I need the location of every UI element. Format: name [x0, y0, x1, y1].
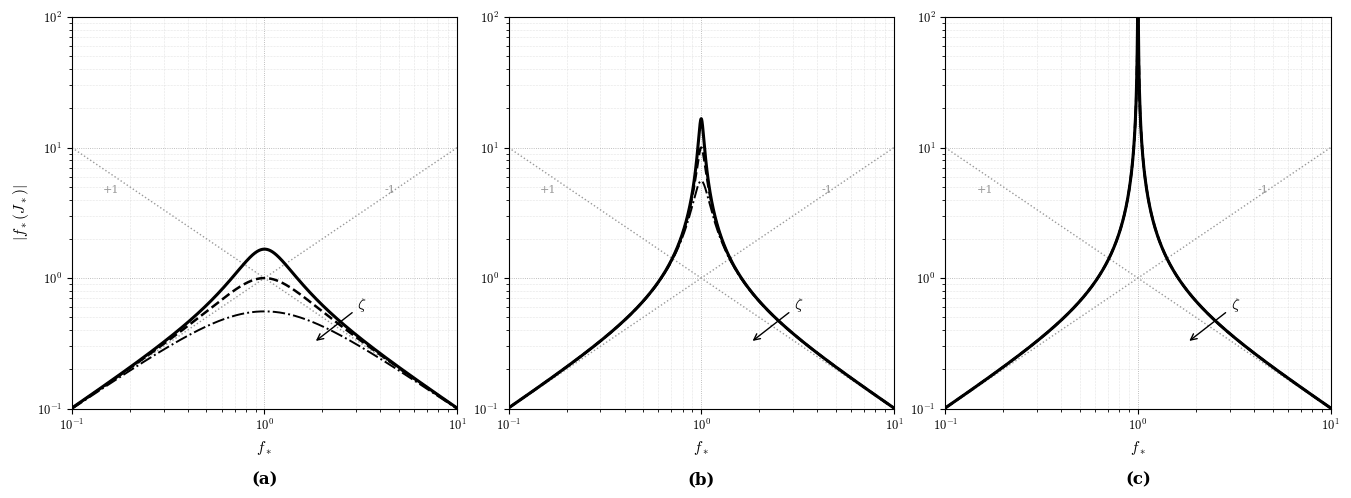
Y-axis label: $|f_*(J_*)|$: $|f_*(J_*)|$	[11, 184, 31, 241]
Text: $\zeta$: $\zeta$	[754, 296, 804, 340]
Text: (b): (b)	[688, 471, 715, 488]
X-axis label: $f_*$: $f_*$	[693, 439, 709, 457]
Text: +1: +1	[977, 185, 993, 195]
Text: (a): (a)	[251, 471, 278, 488]
X-axis label: $f_*$: $f_*$	[257, 439, 273, 457]
Text: -1: -1	[1258, 185, 1269, 195]
Text: -1: -1	[821, 185, 832, 195]
Text: -1: -1	[385, 185, 396, 195]
X-axis label: $f_*$: $f_*$	[1129, 439, 1146, 457]
Text: (c): (c)	[1125, 471, 1151, 488]
Text: +1: +1	[103, 185, 119, 195]
Text: +1: +1	[539, 185, 557, 195]
Text: $\zeta$: $\zeta$	[1190, 296, 1240, 340]
Text: $\zeta$: $\zeta$	[317, 296, 366, 340]
